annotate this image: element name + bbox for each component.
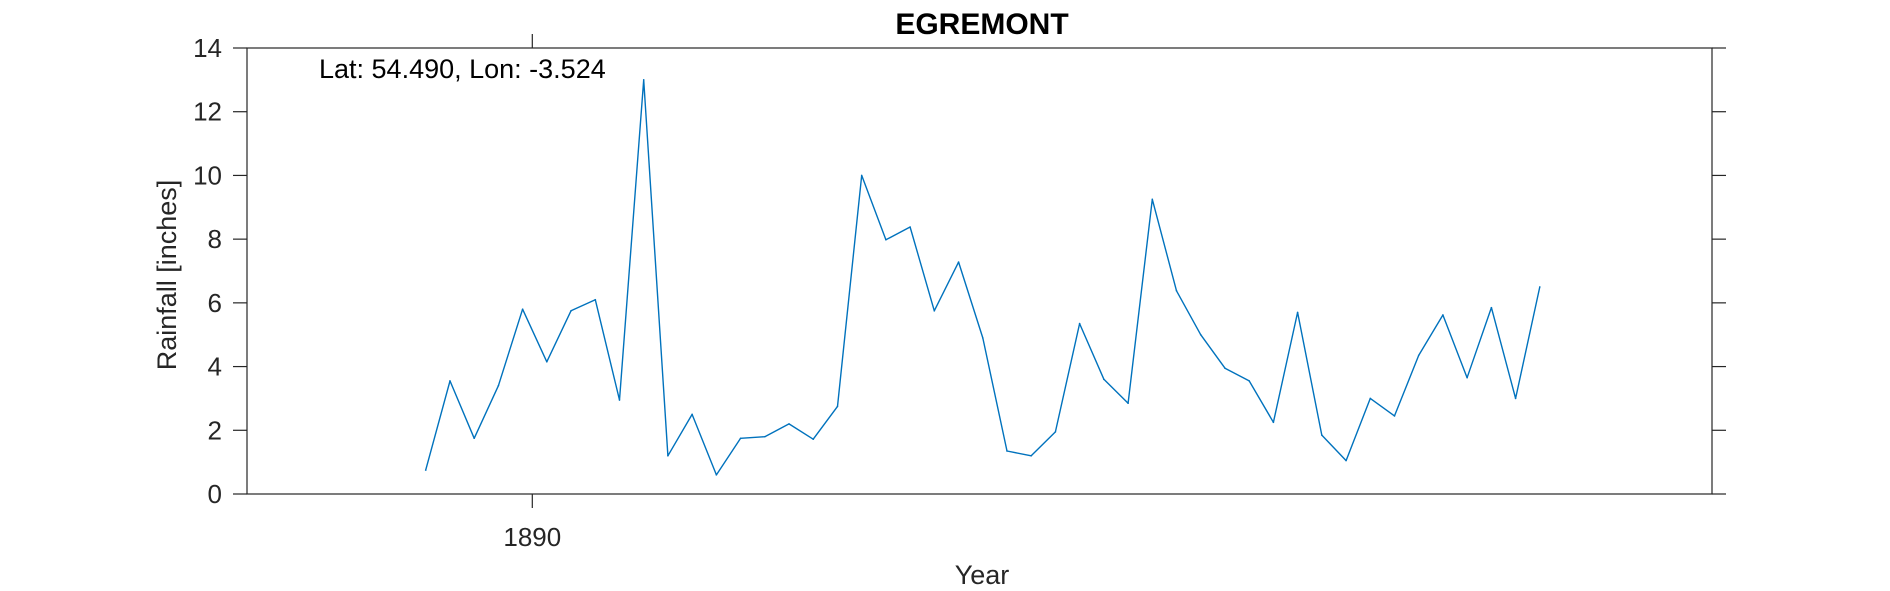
data-point — [885, 238, 887, 241]
data-point — [667, 454, 669, 457]
data-point — [570, 310, 572, 312]
data-point — [1078, 322, 1081, 325]
y-tick-label: 10 — [193, 160, 222, 190]
ticks-layer: 0 2 4 6 8 10 12 14 1890 — [193, 33, 1726, 552]
data-point — [1490, 306, 1493, 309]
data-point — [933, 310, 936, 312]
y-tick-label: 0 — [208, 479, 222, 509]
data-point — [1393, 415, 1396, 417]
x-axis-label: Year — [955, 560, 1010, 590]
data-point — [1103, 378, 1105, 381]
data-point — [1030, 454, 1033, 457]
data-point — [1127, 402, 1129, 405]
data-point — [1345, 459, 1347, 462]
data-point — [1321, 434, 1323, 436]
data-point — [1539, 286, 1541, 288]
data-point — [691, 413, 693, 416]
location-annotation: Lat: 54.490, Lon: -3.524 — [319, 54, 606, 84]
data-point — [1272, 421, 1275, 424]
data-point — [594, 298, 597, 301]
rainfall-series-line — [425, 79, 1541, 476]
text-layer: EGREMONT Lat: 54.490, Lon: -3.524 Year R… — [152, 8, 1069, 590]
data-point — [1369, 397, 1372, 400]
data-point — [449, 380, 451, 382]
data-point — [1224, 367, 1226, 369]
data-point — [1199, 333, 1202, 336]
data-point — [860, 174, 863, 177]
data-point — [788, 423, 790, 425]
data-point — [812, 438, 815, 441]
data-point — [909, 226, 911, 228]
data-point — [1151, 198, 1154, 201]
y-tick-label: 6 — [208, 288, 222, 318]
y-axis-label: Rainfall [inches] — [152, 180, 182, 371]
data-point — [1175, 289, 1178, 292]
data-point — [957, 261, 960, 263]
data-point — [1442, 314, 1444, 316]
y-tick-label: 2 — [208, 415, 222, 445]
series-layer — [424, 79, 1541, 476]
chart-title: EGREMONT — [895, 8, 1068, 41]
data-point — [739, 437, 742, 440]
data-point — [1514, 397, 1517, 400]
data-point — [1006, 450, 1008, 452]
y-tick-label: 8 — [208, 224, 222, 254]
data-point — [1466, 376, 1468, 379]
data-point — [1417, 354, 1420, 357]
data-point — [1296, 311, 1299, 314]
y-tick-label: 12 — [193, 97, 222, 127]
data-point — [521, 308, 524, 311]
data-point — [836, 405, 839, 408]
x-tick-label: 1890 — [503, 522, 561, 552]
plot-box — [246, 47, 1713, 495]
data-point — [715, 474, 718, 476]
data-point — [642, 79, 645, 81]
data-point — [546, 360, 548, 363]
data-point — [618, 399, 621, 401]
y-tick-label: 14 — [193, 33, 222, 63]
data-point — [1054, 431, 1057, 433]
axes-layer — [246, 47, 1713, 495]
data-point — [473, 437, 475, 440]
data-point — [763, 435, 766, 438]
data-point — [981, 337, 984, 339]
y-tick-label: 4 — [208, 352, 222, 382]
data-point — [1248, 380, 1250, 382]
data-point — [424, 469, 427, 471]
data-point — [497, 384, 500, 387]
